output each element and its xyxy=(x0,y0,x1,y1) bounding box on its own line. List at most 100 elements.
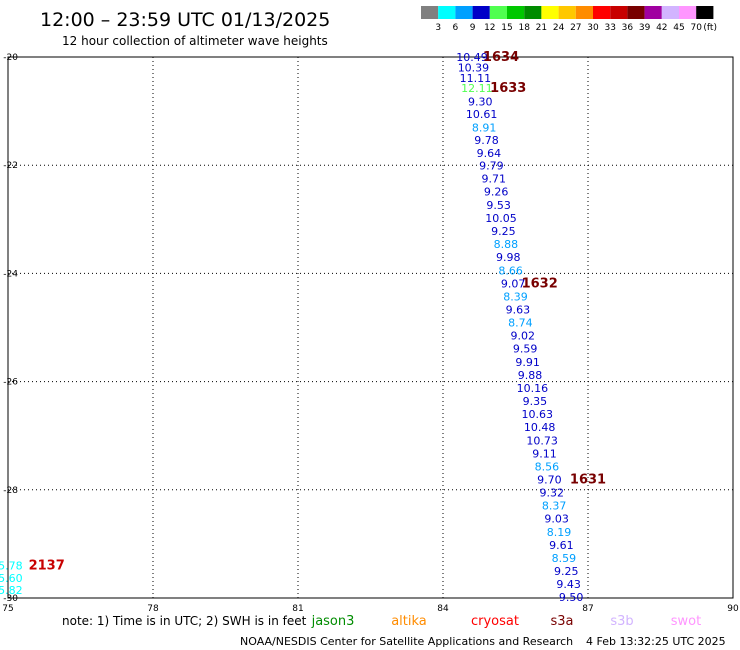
axis-ticks: 75 78 81 84 87 90 -20 -22 -24 -26 -28 -30 xyxy=(2,53,739,614)
scale-label: 36 xyxy=(622,23,634,33)
y-tick-label: -20 xyxy=(3,53,18,63)
wave-height-point: 8.59 xyxy=(552,552,577,565)
wave-height-point: 9.30 xyxy=(468,95,493,108)
scale-swatch xyxy=(524,6,542,19)
pass-id-label: 1633 xyxy=(490,81,526,96)
scale-label: 45 xyxy=(673,23,684,33)
wave-height-point: 10.61 xyxy=(466,108,498,121)
wave-height-point: 9.43 xyxy=(556,578,581,591)
scale-swatch xyxy=(558,6,576,19)
wave-height-point: 9.59 xyxy=(513,343,538,356)
y-tick-label: -26 xyxy=(3,378,18,388)
wave-height-point: 9.61 xyxy=(549,539,574,552)
satellite-legend: jason3 altika cryosat s3a s3b swot xyxy=(311,614,702,629)
wave-height-point: 10.49 xyxy=(456,51,488,64)
scale-unit: (ft) xyxy=(703,23,717,33)
satellite-legend-item: cryosat xyxy=(471,614,519,629)
wave-height-point: 9.91 xyxy=(515,356,540,369)
wave-height-point: 9.35 xyxy=(523,395,548,408)
wave-height-point: 9.25 xyxy=(554,565,579,578)
wave-height-point: 8.66 xyxy=(498,265,523,278)
chart-title: 12:00 – 23:59 UTC 01/13/2025 xyxy=(40,9,330,31)
scale-label: 27 xyxy=(570,23,581,33)
wave-height-point: 9.11 xyxy=(532,448,557,461)
wave-height-point: 9.07 xyxy=(501,278,526,291)
scale-label: 3 xyxy=(435,23,441,33)
wave-height-point: 9.71 xyxy=(482,173,507,186)
scale-swatch xyxy=(455,6,473,19)
satellite-legend-item: swot xyxy=(671,614,701,629)
data-points: 10.4910.3911.1112.119.3010.618.919.789.6… xyxy=(0,51,583,604)
y-tick-label: -24 xyxy=(3,269,18,279)
wave-height-point: 9.63 xyxy=(506,304,531,317)
scale-swatch xyxy=(679,6,697,19)
scale-swatch xyxy=(627,6,645,19)
scale-swatch xyxy=(575,6,593,19)
scale-label: 21 xyxy=(536,23,547,33)
y-tick-label: -22 xyxy=(3,161,18,171)
scale-swatch xyxy=(661,6,679,19)
scale-label: 15 xyxy=(501,23,512,33)
scale-label: 18 xyxy=(518,23,530,33)
x-tick-label: 81 xyxy=(292,604,303,614)
wave-height-point: 8.56 xyxy=(535,461,560,474)
pass-id-label: 1632 xyxy=(522,277,558,292)
wave-height-point: 9.03 xyxy=(544,512,569,525)
scale-swatch xyxy=(644,6,662,19)
pass-id-label: 1634 xyxy=(483,50,519,65)
wave-height-point: 5.60 xyxy=(0,572,23,585)
scale-swatch xyxy=(421,6,439,19)
scale-swatch xyxy=(507,6,525,19)
x-tick-label: 87 xyxy=(582,604,593,614)
wave-height-point: 9.98 xyxy=(496,251,521,264)
wave-height-point: 9.79 xyxy=(479,160,504,173)
wave-height-point: 9.53 xyxy=(486,199,511,212)
wave-height-point: 10.63 xyxy=(522,408,554,421)
wave-height-point: 9.02 xyxy=(511,330,536,343)
plot-frame xyxy=(7,56,734,599)
pass-id-label: 1631 xyxy=(570,473,606,488)
scale-label: 9 xyxy=(470,23,476,33)
satellite-legend-item: jason3 xyxy=(311,614,355,629)
wave-height-point: 11.11 xyxy=(460,72,492,85)
x-tick-label: 84 xyxy=(437,604,449,614)
credit-text: NOAA/NESDIS Center for Satellite Applica… xyxy=(240,635,573,648)
scale-swatch xyxy=(489,6,507,19)
wave-height-point: 10.73 xyxy=(526,435,558,448)
scale-swatch xyxy=(696,6,714,19)
wave-height-point: 9.25 xyxy=(491,225,516,238)
satellite-legend-item: altika xyxy=(391,614,427,629)
y-tick-label: -30 xyxy=(3,594,18,604)
wave-height-point: 10.39 xyxy=(458,61,490,74)
chart-subtitle: 12 hour collection of altimeter wave hei… xyxy=(62,34,328,48)
scale-label: 70 xyxy=(690,23,702,33)
wave-height-point: 9.26 xyxy=(484,186,509,199)
wave-height-point: 8.74 xyxy=(508,317,533,330)
wave-height-point: 8.91 xyxy=(472,121,497,134)
scale-label: 39 xyxy=(639,23,651,33)
x-tick-label: 75 xyxy=(2,604,13,614)
scale-swatch xyxy=(472,6,490,19)
wave-height-point: 5.82 xyxy=(0,584,23,597)
wave-height-point: 8.39 xyxy=(503,291,528,304)
scale-label: 6 xyxy=(453,23,459,33)
wave-height-point: 8.37 xyxy=(542,499,567,512)
scale-label: 30 xyxy=(587,23,599,33)
x-tick-label: 78 xyxy=(147,604,159,614)
pass-labels: 1634 1633 1632 1631 2137 xyxy=(29,50,607,574)
timestamp-text: 4 Feb 13:32:25 UTC 2025 xyxy=(586,635,726,648)
y-tick-label: -28 xyxy=(3,486,18,496)
x-tick-label: 90 xyxy=(727,604,739,614)
scale-swatch xyxy=(541,6,559,19)
color-scale-legend: 3 6 9 12 15 18 21 24 27 30 33 36 39 42 45 70 (ft) xyxy=(421,6,717,33)
wave-height-point: 9.50 xyxy=(559,591,584,604)
wave-height-point: 9.70 xyxy=(537,474,562,487)
scale-swatch xyxy=(610,6,628,19)
scale-swatch xyxy=(593,6,611,19)
wave-height-point: 9.64 xyxy=(477,147,502,160)
plot-grid xyxy=(7,56,734,599)
wave-height-point: 9.32 xyxy=(540,487,565,500)
wave-height-point: 12.11 xyxy=(461,82,493,95)
satellite-legend-item: s3a xyxy=(550,614,573,629)
